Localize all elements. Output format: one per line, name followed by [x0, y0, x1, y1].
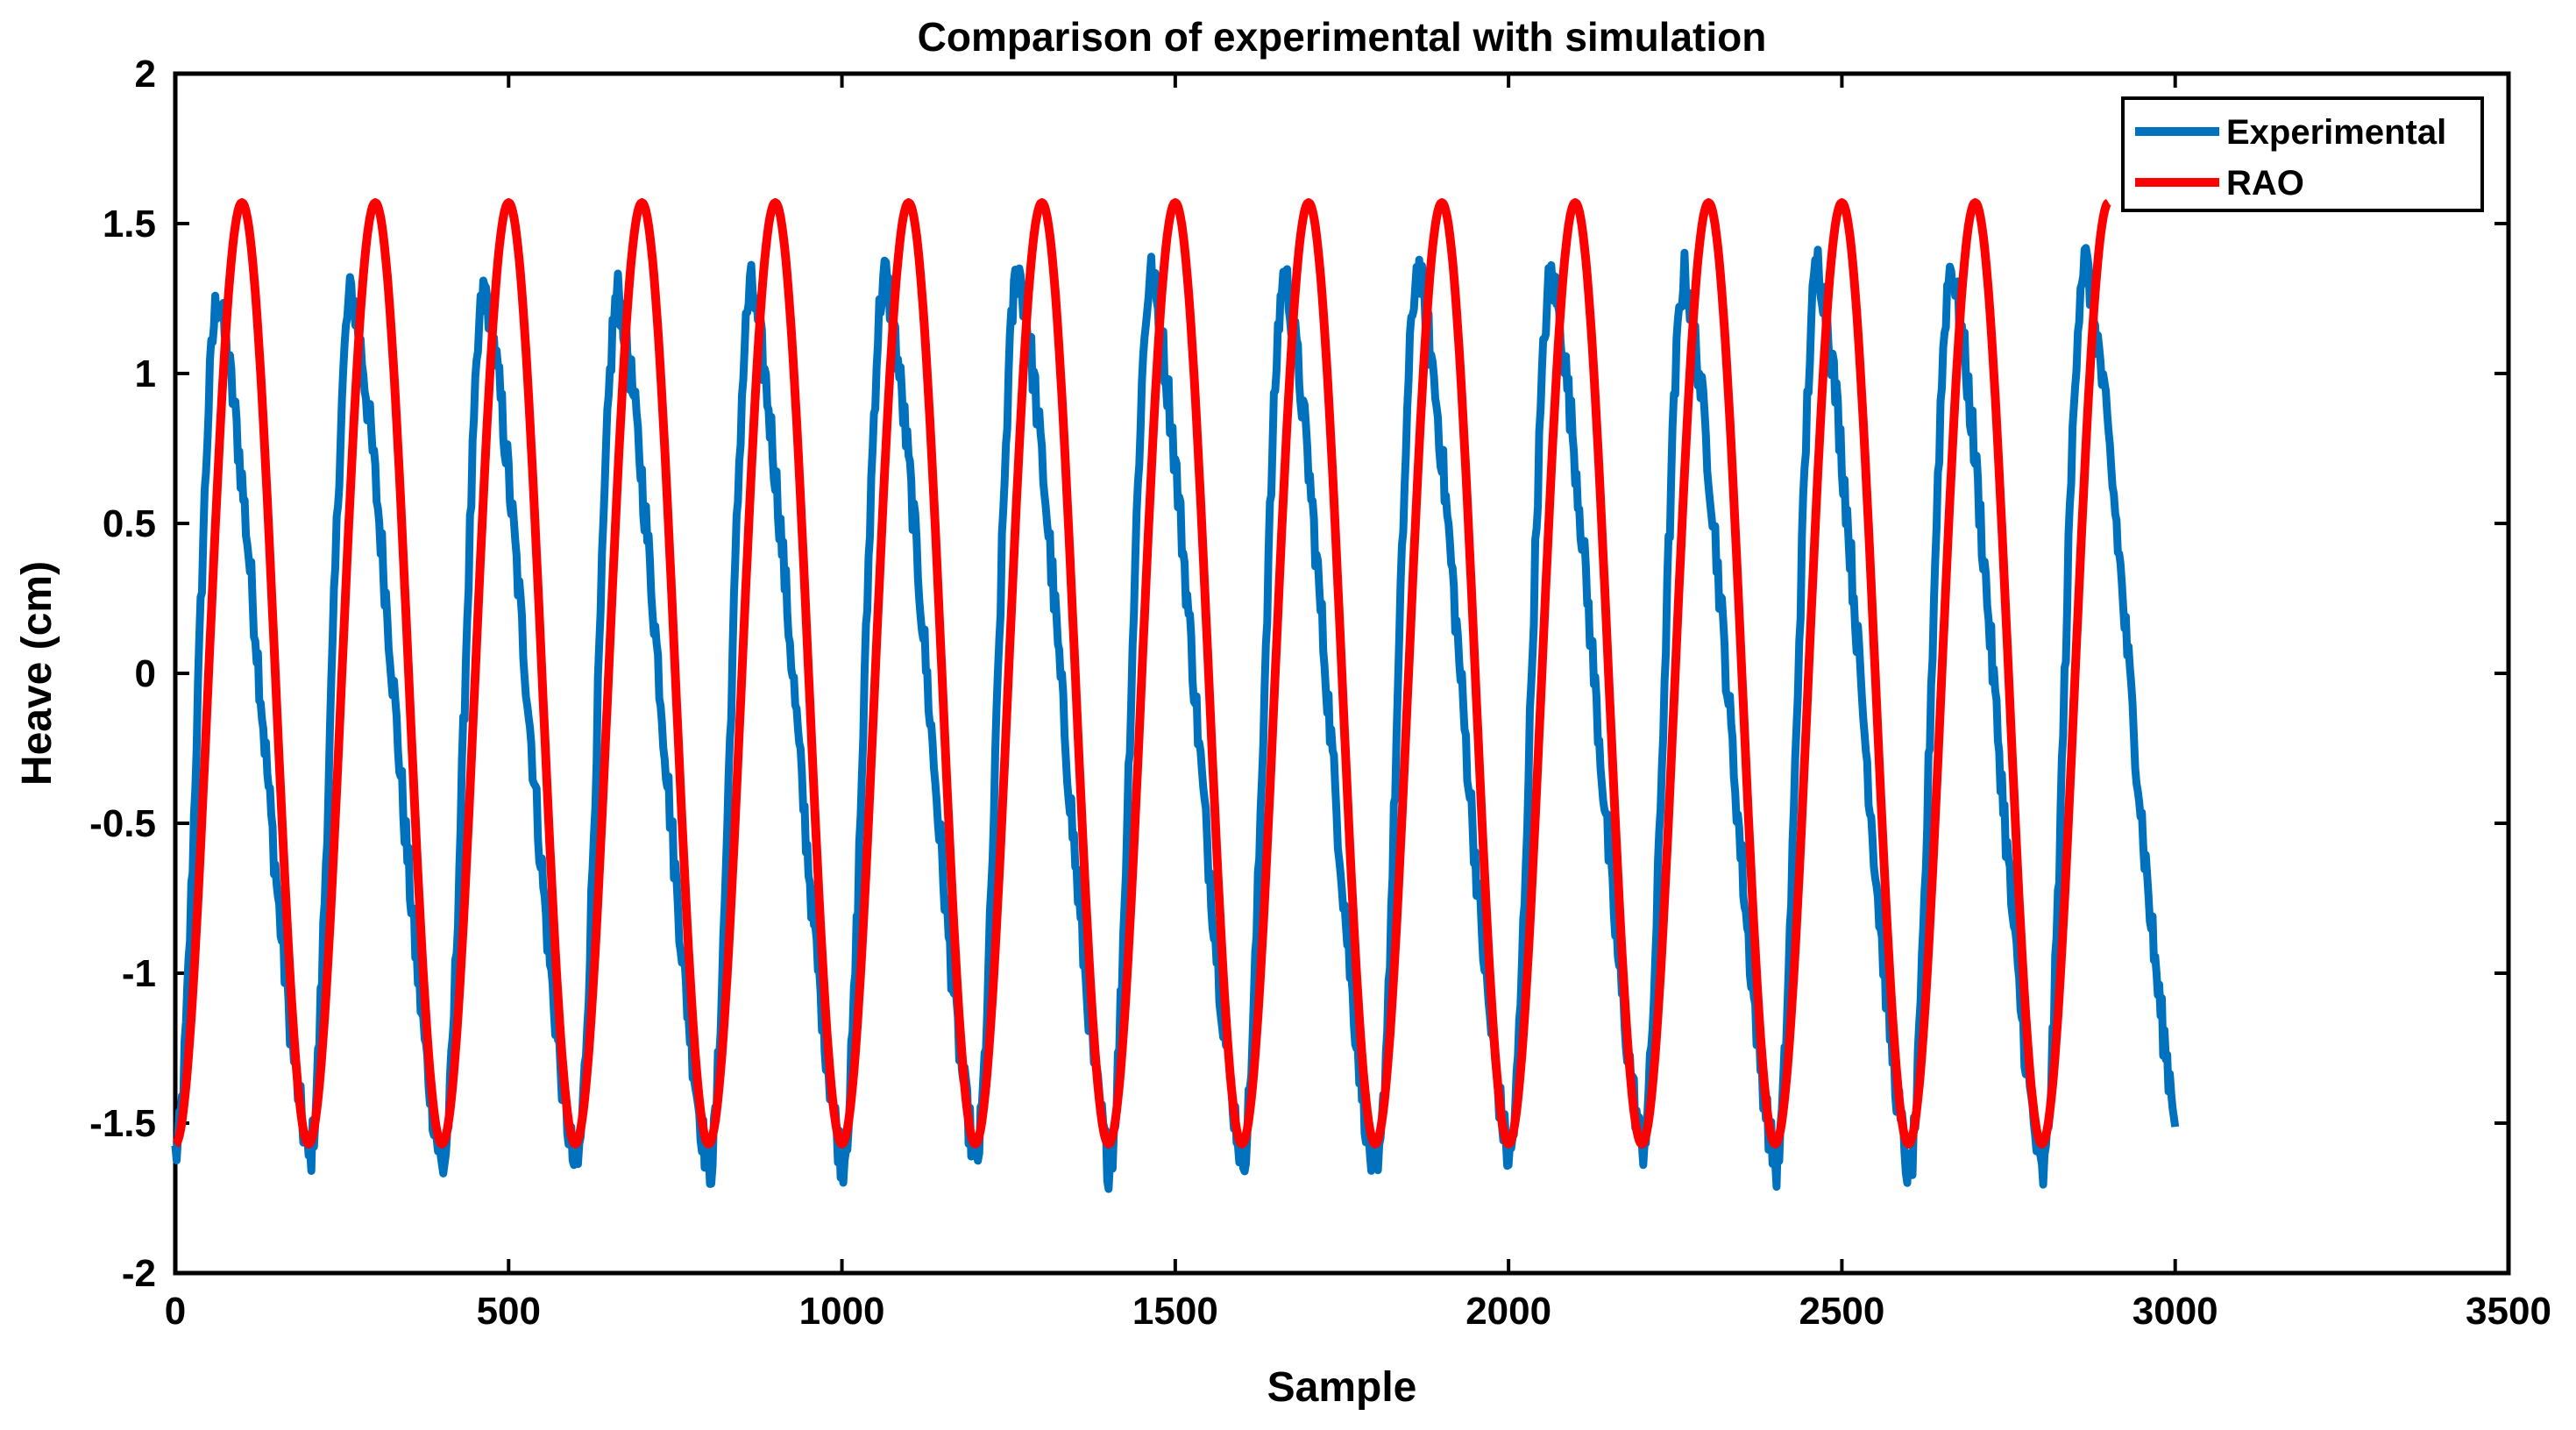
y-tick-label: 1.5 [103, 203, 156, 245]
x-axis-label: Sample [1267, 1364, 1417, 1411]
x-tick-label: 3500 [2466, 1290, 2551, 1333]
chart-title: Comparison of experimental with simulati… [918, 14, 1767, 60]
legend: Experimental RAO [2121, 96, 2484, 212]
y-tick-label: 2 [135, 53, 156, 96]
x-tick-label: 2500 [1799, 1290, 1884, 1333]
y-tick-label: -0.5 [89, 802, 156, 845]
y-axis-label: Heave (cm) [14, 561, 60, 786]
legend-label-rao: RAO [2226, 164, 2304, 203]
x-tick-label: 3000 [2132, 1290, 2218, 1333]
x-tick-label: 1000 [799, 1290, 885, 1333]
series-line-experimental [171, 244, 2180, 1193]
x-tick-label: 1500 [1132, 1290, 1218, 1333]
y-tick-label: 0 [135, 652, 156, 695]
series-line-rao [172, 198, 2112, 1149]
y-tick-label: -2 [122, 1252, 156, 1295]
y-tick-label: 0.5 [103, 502, 156, 545]
x-tick-label: 0 [165, 1290, 186, 1333]
series-group [171, 198, 2180, 1193]
x-tick-label: 2000 [1465, 1290, 1551, 1333]
y-tick-label: -1.5 [89, 1102, 156, 1145]
legend-label-experimental: Experimental [2226, 113, 2446, 152]
axis-ticks: 0 500 1000 1500 2000 2500 3000 3500 -2 -1.5 -1 -0.5… [89, 53, 2551, 1333]
y-tick-label: 1 [135, 352, 156, 395]
y-tick-label: -1 [122, 952, 156, 995]
x-tick-label: 500 [477, 1290, 541, 1333]
legend-box [2121, 96, 2484, 212]
